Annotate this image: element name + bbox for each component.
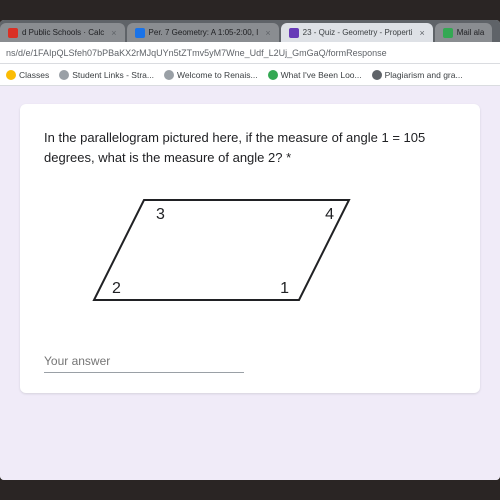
- favicon-3: [443, 28, 453, 38]
- angle-label-1: 1: [280, 280, 289, 297]
- bookmark-2[interactable]: Welcome to Renais...: [164, 70, 258, 80]
- tab-3[interactable]: Mail ala: [435, 23, 493, 42]
- bookmark-1[interactable]: Student Links - Stra...: [59, 70, 154, 80]
- favicon-0: [8, 28, 18, 38]
- bookmark-3[interactable]: What I've Been Loo...: [268, 70, 362, 80]
- form-content: In the parallelogram pictured here, if t…: [0, 86, 500, 480]
- favicon-2: [289, 28, 299, 38]
- parallelogram-figure: 3 4 2 1: [84, 185, 456, 320]
- angle-label-4: 4: [325, 206, 334, 223]
- bookmark-icon: [6, 70, 16, 80]
- browser-window: d Public Schools · Calc × Per. 7 Geometr…: [0, 20, 500, 480]
- url-text: ns/d/e/1FAIpQLSfeh07bPBaKX2rMJqUYn5tZTmv…: [6, 48, 387, 58]
- bookmark-icon: [268, 70, 278, 80]
- tab-label-3: Mail ala: [457, 28, 485, 37]
- bookmark-4[interactable]: Plagiarism and gra...: [372, 70, 463, 80]
- bookmark-label: Welcome to Renais...: [177, 70, 258, 80]
- bookmark-icon: [164, 70, 174, 80]
- bookmark-icon: [372, 70, 382, 80]
- tab-label-2: 23 - Quiz - Geometry - Properti: [303, 28, 413, 37]
- bookmark-label: What I've Been Loo...: [281, 70, 362, 80]
- question-card: In the parallelogram pictured here, if t…: [20, 104, 480, 393]
- answer-row: [44, 350, 456, 373]
- close-icon[interactable]: ×: [419, 28, 424, 38]
- bookmark-label: Student Links - Stra...: [72, 70, 154, 80]
- question-text: In the parallelogram pictured here, if t…: [44, 128, 456, 167]
- tab-label-0: d Public Schools · Calc: [22, 28, 104, 37]
- bookmark-label: Classes: [19, 70, 49, 80]
- bookmark-icon: [59, 70, 69, 80]
- bookmark-0[interactable]: Classes: [6, 70, 49, 80]
- angle-label-3: 3: [156, 206, 165, 223]
- favicon-1: [135, 28, 145, 38]
- tab-2[interactable]: 23 - Quiz - Geometry - Properti ×: [281, 23, 433, 42]
- answer-input[interactable]: [44, 350, 244, 373]
- parallelogram-svg: 3 4 2 1: [84, 185, 364, 315]
- tab-bar: d Public Schools · Calc × Per. 7 Geometr…: [0, 20, 500, 42]
- close-icon[interactable]: ×: [265, 28, 270, 38]
- bookmark-bar: Classes Student Links - Stra... Welcome …: [0, 64, 500, 86]
- url-bar[interactable]: ns/d/e/1FAIpQLSfeh07bPBaKX2rMJqUYn5tZTmv…: [0, 42, 500, 64]
- bookmark-label: Plagiarism and gra...: [385, 70, 463, 80]
- tab-1[interactable]: Per. 7 Geometry: A 1:05-2:00, I ×: [127, 23, 279, 42]
- angle-label-2: 2: [112, 280, 121, 297]
- tab-label-1: Per. 7 Geometry: A 1:05-2:00, I: [149, 28, 259, 37]
- close-icon[interactable]: ×: [111, 28, 116, 38]
- tab-0[interactable]: d Public Schools · Calc ×: [0, 23, 125, 42]
